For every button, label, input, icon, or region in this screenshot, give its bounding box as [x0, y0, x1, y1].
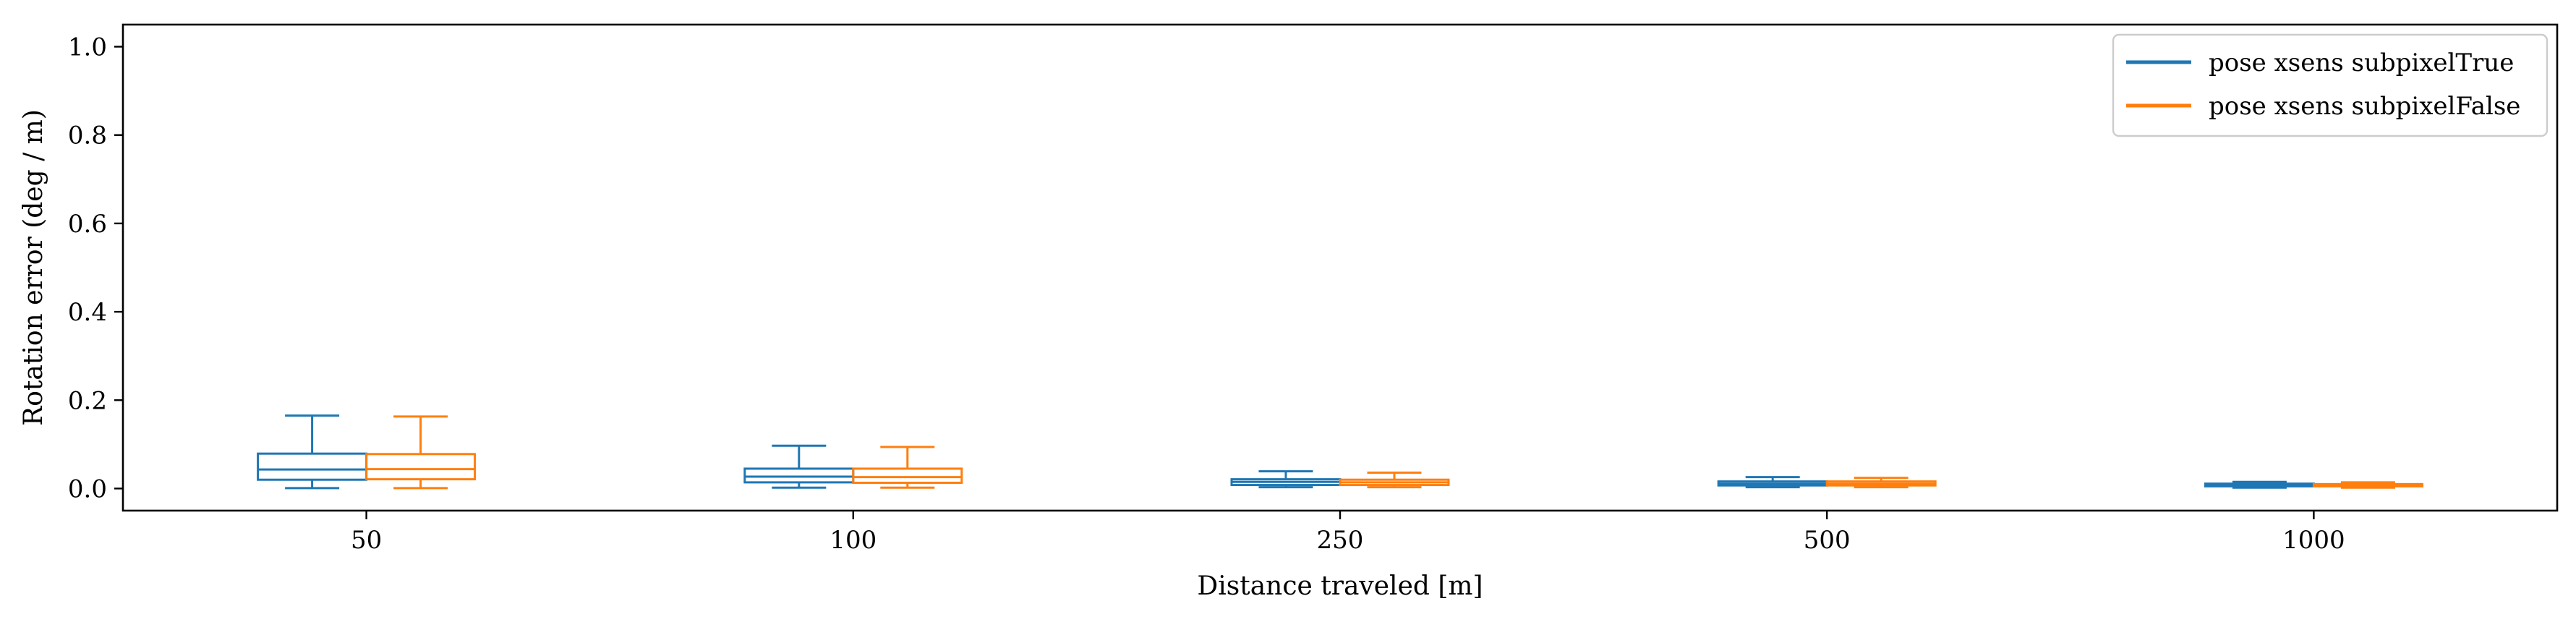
box-plot: [257, 414, 368, 490]
x-axis-label: Distance traveled [m]: [1197, 571, 1483, 601]
y-axis-ticks: 0.0 0.2 0.4 0.6 0.8 1.0: [68, 33, 123, 503]
box-plot: [852, 446, 963, 489]
y-tick-label: 0.0: [68, 474, 107, 503]
x-tick-label: 1000: [2282, 526, 2345, 555]
x-tick-label: 100: [829, 526, 877, 555]
x-axis-ticks: 50 100 250 500 1000: [351, 511, 2345, 555]
y-tick-label: 0.6: [68, 210, 107, 239]
axes-frame: [121, 23, 2559, 512]
iqr-box: [852, 467, 963, 485]
legend-label-subpixel-false: pose xsens subpixelFalse: [2209, 92, 2520, 121]
iqr-box: [365, 453, 477, 481]
series-0: [257, 414, 2315, 490]
legend: pose xsens subpixelTrue pose xsens subpi…: [2112, 33, 2549, 137]
x-tick-label: 50: [351, 526, 382, 555]
y-tick-label: 0.4: [68, 298, 107, 327]
box-plot: [2312, 481, 2423, 489]
legend-frame: [2112, 33, 2549, 137]
y-tick-label: 0.2: [68, 386, 107, 415]
box-plot: [365, 415, 477, 490]
box-series: [257, 414, 2423, 490]
y-axis-label: Rotation error (deg / m): [19, 109, 48, 426]
series-1: [365, 415, 2423, 490]
box-plot: [1339, 471, 1450, 489]
x-tick-label: 500: [1804, 526, 1851, 555]
legend-label-subpixel-true: pose xsens subpixelTrue: [2209, 48, 2514, 77]
y-tick-label: 0.8: [68, 122, 107, 150]
y-tick-label: 1.0: [68, 33, 107, 62]
box-plot: [1825, 477, 1937, 489]
box-plot: [2204, 480, 2315, 489]
x-tick-label: 250: [1317, 526, 1364, 555]
